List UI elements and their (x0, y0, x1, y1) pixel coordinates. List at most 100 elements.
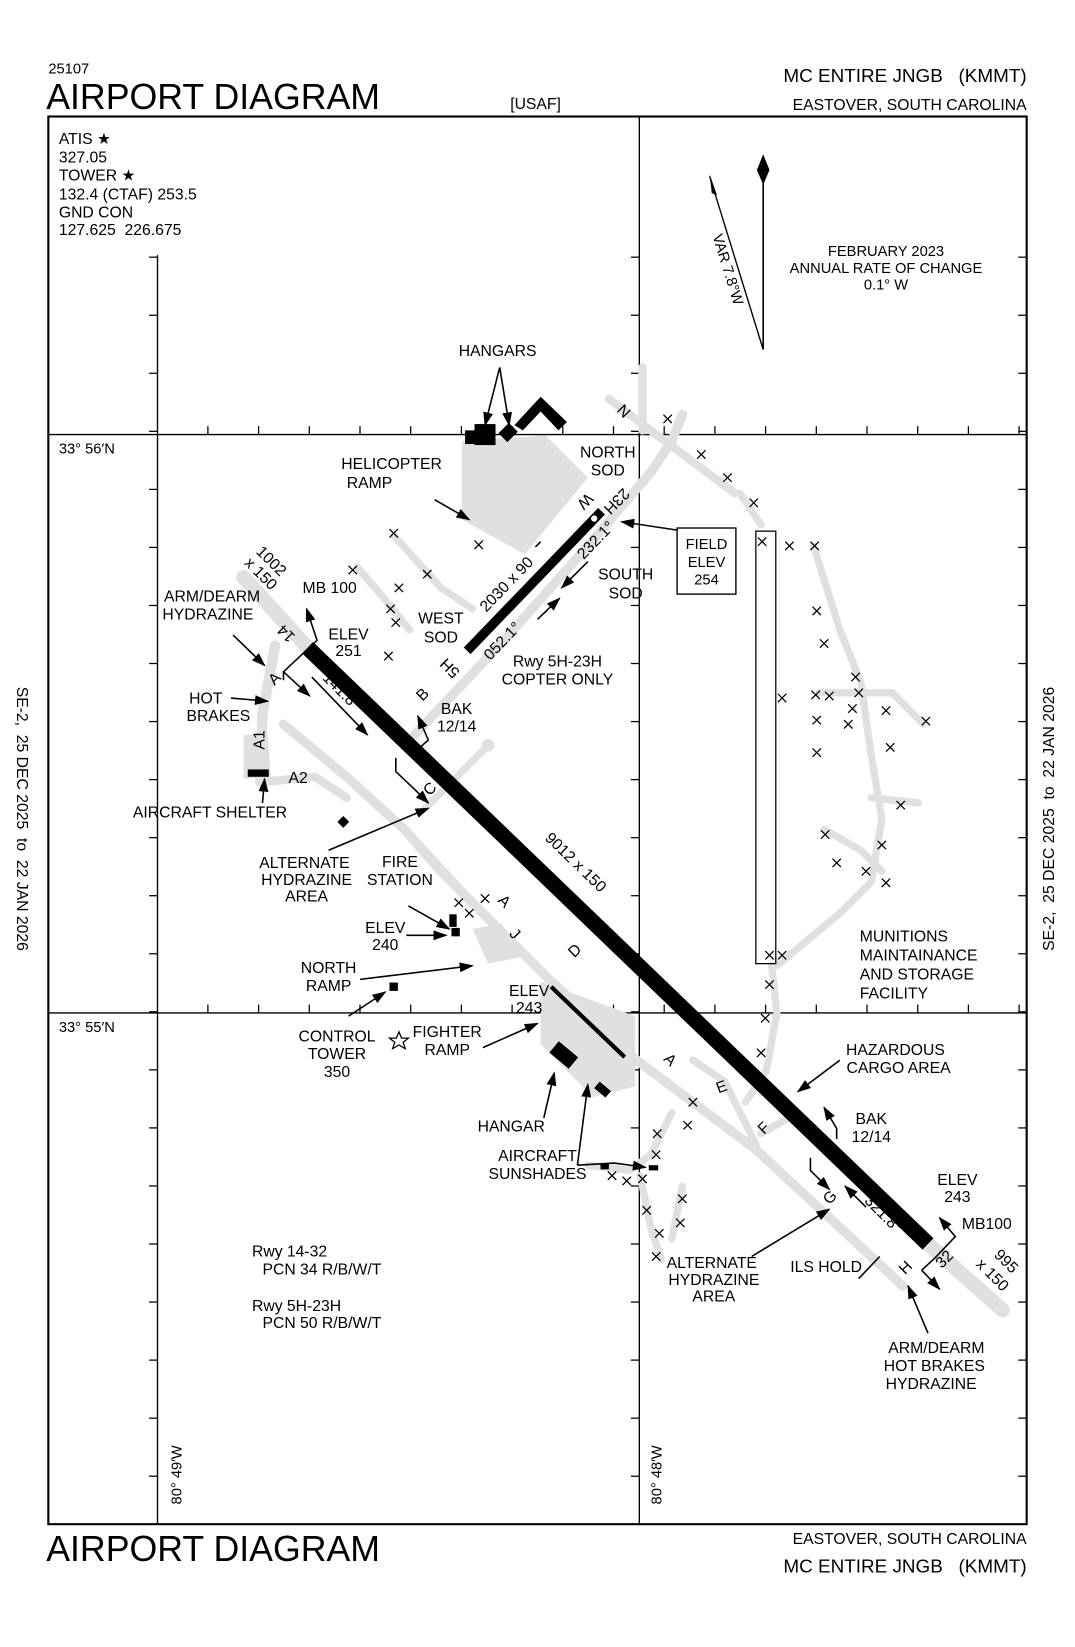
x-mark (677, 1194, 688, 1204)
bak-south-label: BAK (856, 1111, 888, 1128)
control-tower-label: TOWER (308, 1046, 366, 1063)
atis-label: ATIS ★ (59, 131, 111, 148)
x-mark (607, 1171, 617, 1181)
beacon-icon (591, 515, 598, 522)
lat-label-north: 33° 56′N (59, 441, 115, 457)
hot-brakes-label: BRAKES (186, 708, 250, 725)
elev-243-ramp-label: 243 (516, 1000, 543, 1017)
effective-dates-left: SE-2, 25 DEC 2025 to 22 JAN 2026 (13, 687, 30, 951)
control-tower-star-icon (387, 1030, 411, 1051)
x-mark (757, 537, 767, 547)
hazardous-cargo-label: CARGO AREA (847, 1060, 952, 1077)
bak-north-label: BAK (441, 701, 473, 718)
x-mark (651, 1251, 661, 1262)
annual-rate-title: ANNUAL RATE OF CHANGE (790, 261, 983, 277)
x-mark (847, 703, 858, 714)
elev-251-label: 251 (335, 643, 361, 660)
fighter-ramp-pavement (540, 981, 636, 1097)
x-mark (764, 979, 775, 990)
x-mark (622, 1176, 632, 1186)
taxiway-b-label: B (413, 685, 432, 704)
x-mark (654, 1228, 664, 1239)
field-elev-value: 254 (694, 573, 719, 589)
chart-title: AIRPORT DIAGRAM (46, 77, 380, 117)
closed-area-marks (348, 414, 931, 1262)
x-mark (454, 898, 464, 908)
pcn-5h-23h: PCN 50 R/B/W/T (262, 1315, 381, 1332)
fighter-ramp-label: FIGHTER (413, 1024, 482, 1041)
x-mark (921, 716, 931, 726)
operator-label: [USAF] (510, 96, 561, 113)
x-mark (688, 1097, 698, 1107)
hangars-label: HANGARS (459, 343, 537, 360)
elev-240-label: ELEV (365, 920, 406, 937)
fire-station-label: FIRE (382, 854, 418, 871)
x-mark (394, 583, 404, 593)
x-mark (861, 866, 871, 876)
shelter-pad (243, 734, 271, 779)
x-mark (383, 651, 394, 661)
helicopter-ramp-label: HELICOPTER (341, 456, 442, 473)
taxiway-h-label: H (896, 1258, 916, 1278)
x-mark (784, 541, 795, 551)
x-mark (877, 840, 887, 850)
north-ramp-pavement (472, 923, 520, 964)
alt-hydrazine-label: AREA (285, 889, 328, 906)
sod-strip (755, 530, 777, 965)
x-mark (348, 565, 358, 575)
mb-100-label: MB 100 (303, 580, 357, 597)
alt-hydrazine-south-label: ALTERNATE (667, 1255, 757, 1272)
pcn-5h-23h: Rwy 5H-23H (252, 1298, 341, 1315)
gnd-con-freq: 127.625 226.675 (59, 222, 182, 239)
aircraft-shelter-label: AIRCRAFT SHELTER (133, 805, 287, 822)
bak-south-label: 12/14 (852, 1129, 892, 1146)
heading-23h-label: 232.1° (574, 518, 618, 563)
taxiway-d-label: D (565, 941, 585, 961)
x-mark (777, 693, 787, 703)
alt-hydrazine-south-label: HYDRAZINE (668, 1272, 759, 1289)
rwy-5h-note: COPTER ONLY (502, 671, 614, 688)
west-sod-label: WEST (418, 611, 464, 628)
taxiway-a2-label: A2 (289, 770, 308, 787)
footer-location: EASTOVER, SOUTH CAROLINA (793, 1531, 1028, 1548)
elev-240-label: 240 (372, 937, 399, 954)
tower-freq: 132.4 (CTAF) 253.5 (59, 186, 197, 203)
hazardous-cargo-label: HAZARDOUS (846, 1042, 945, 1059)
x-mark (391, 617, 401, 628)
munitions-label: AND STORAGE (860, 966, 974, 983)
x-mark (675, 1218, 685, 1228)
north-sod-label: NORTH (580, 445, 636, 462)
elev-243-label: 243 (944, 1189, 971, 1206)
x-mark (812, 606, 822, 616)
comms-block: ATIS ★ 327.05 TOWER ★ 132.4 (CTAF) 253.5… (59, 131, 197, 239)
arm-dearm-south-label: HOT BRAKES (884, 1358, 985, 1375)
x-mark (637, 1174, 648, 1184)
x-mark (385, 604, 396, 614)
x-mark (812, 715, 822, 725)
aircraft-shelter (247, 769, 269, 777)
munitions-label: FACILITY (860, 985, 929, 1002)
x-mark (651, 1150, 661, 1160)
north-ramp-label: RAMP (306, 978, 351, 995)
runway-5h-label: 5H (437, 655, 463, 681)
alt-hydrazine-label: ALTERNATE (259, 855, 349, 872)
north-arrow: VAR 7.8°W FEBRUARY 2023 ANNUAL RATE OF C… (709, 154, 983, 350)
lat-label-south: 33° 55′N (59, 1020, 115, 1036)
lon-label-east: 80° 48′W (649, 1445, 665, 1504)
taxiway-g-label: G (820, 1187, 841, 1208)
x-mark (811, 690, 821, 700)
airport-name: MC ENTIRE JNGB (KMMT) (783, 66, 1026, 87)
taxiway-a-label: A (660, 1050, 680, 1070)
lat-lon-grid (48, 116, 1027, 1525)
magnetic-date: FEBRUARY 2023 (828, 244, 944, 260)
arm-dearm-label: HYDRAZINE (162, 606, 253, 623)
sunshades-label: AIRCRAFT (498, 1148, 577, 1165)
helicopter-ramp-pavement (461, 435, 588, 555)
magnetic-variation: VAR 7.8°W (709, 232, 746, 307)
effective-dates-right: SE-2, 25 DEC 2025 to 22 JAN 2026 (1041, 686, 1058, 950)
taxiway-f-label: F (755, 1119, 774, 1138)
x-mark (809, 541, 820, 551)
annual-rate: 0.1° W (864, 278, 908, 294)
munitions-label: MUNITIONS (860, 929, 948, 946)
